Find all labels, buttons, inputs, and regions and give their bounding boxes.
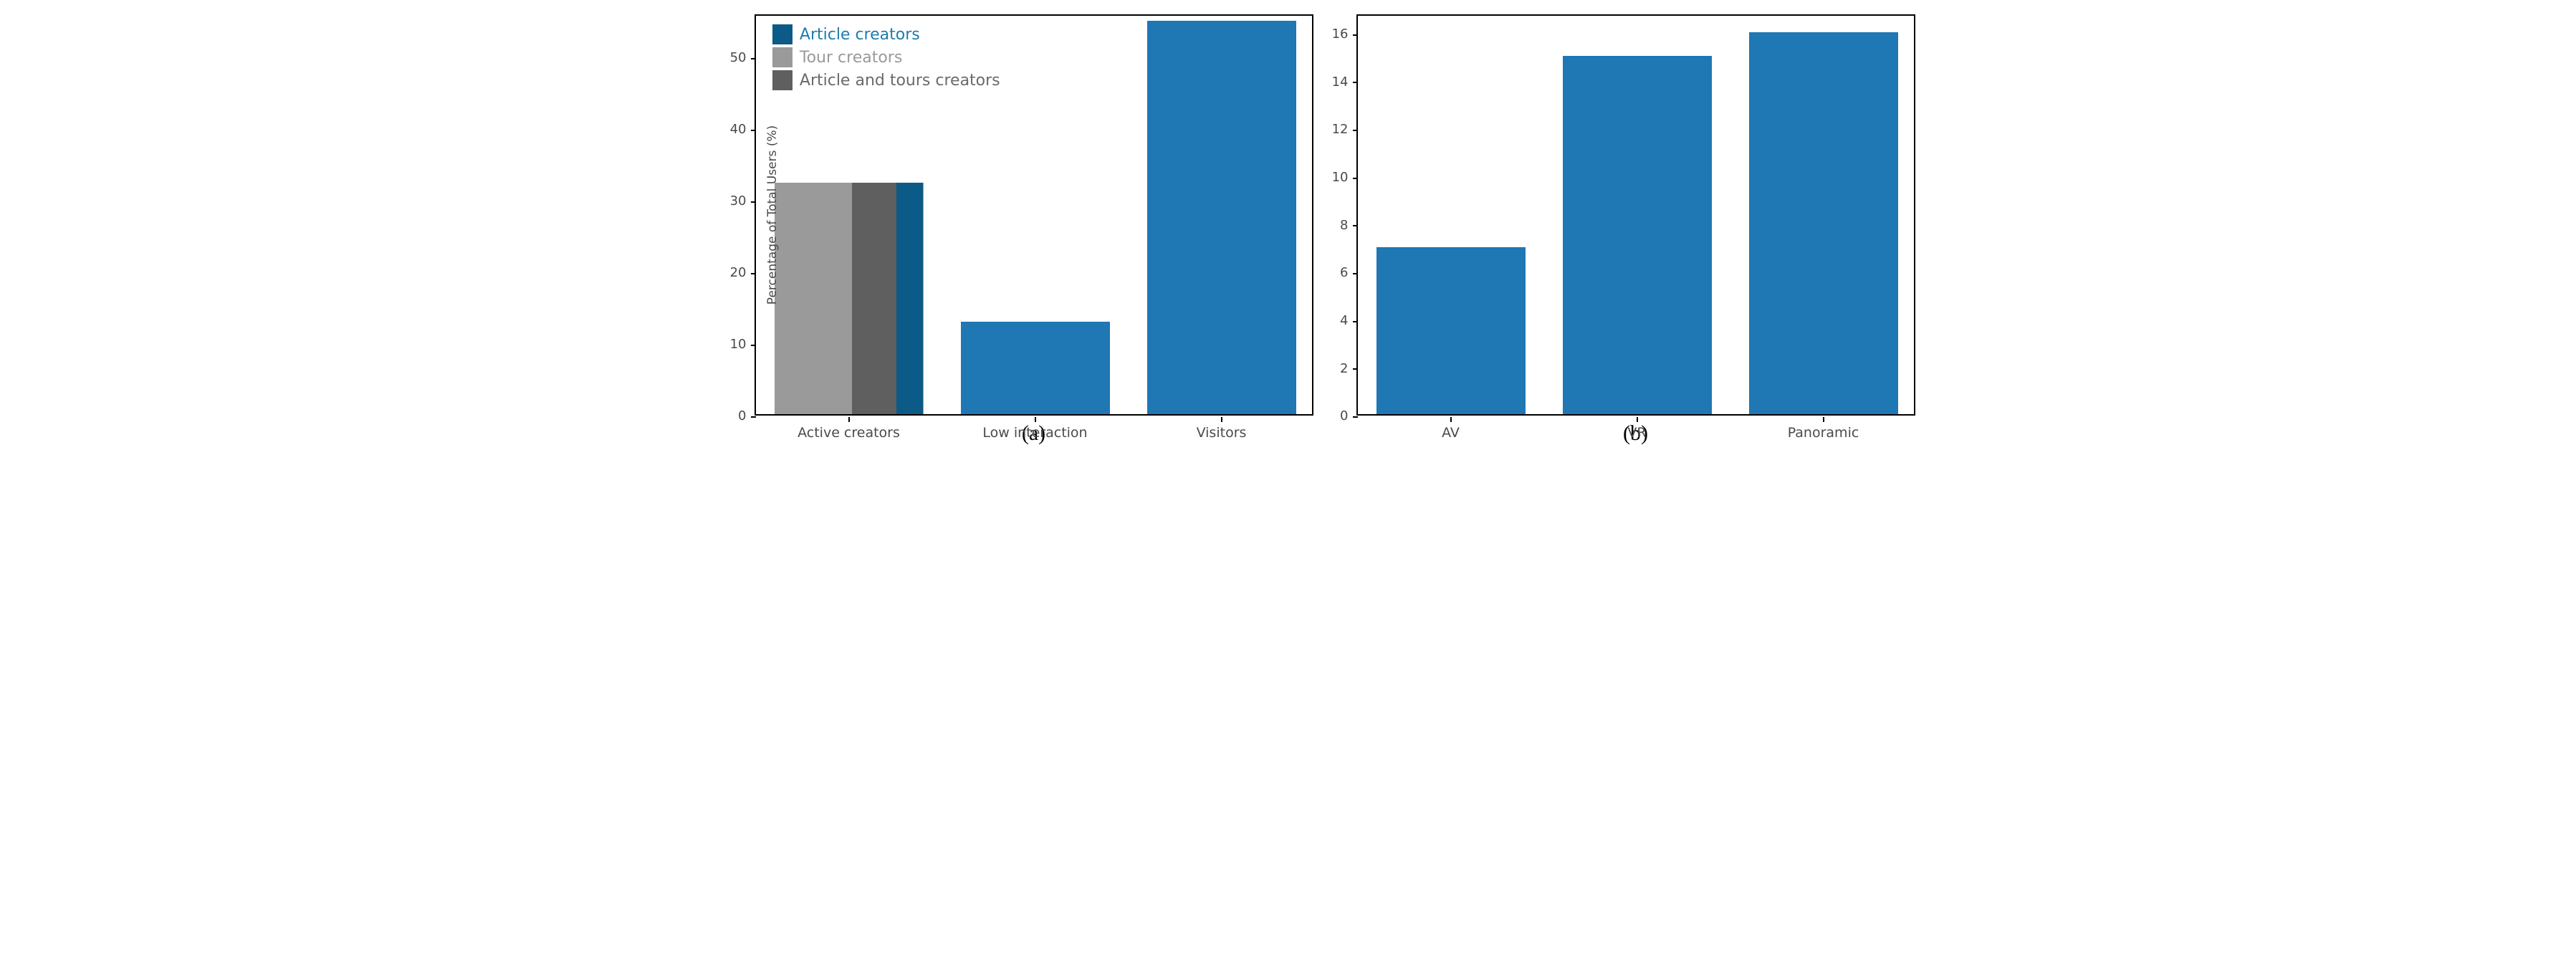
ytick-label: 14 <box>1313 75 1349 90</box>
ytick-mark <box>751 201 756 203</box>
legend-item: Tour creators <box>772 47 1000 67</box>
xtick-label: Panoramic <box>1738 425 1910 441</box>
ytick-mark <box>751 58 756 59</box>
xtick-label: Active creators <box>763 425 935 441</box>
ytick-mark <box>751 416 756 418</box>
ytick-label: 12 <box>1313 122 1349 137</box>
ytick-mark <box>1353 130 1358 131</box>
plot-a-legend: Article creators Tour creators Article and… <box>772 21 1000 93</box>
xtick-mark <box>1823 417 1824 422</box>
plot-a-box: 01020304050Active creatorsLow interactio… <box>755 14 1313 416</box>
low-interaction-bar <box>961 322 1110 414</box>
ytick-label: 2 <box>1313 361 1349 376</box>
article-creators-segment <box>896 183 923 414</box>
xtick-mark <box>848 417 850 422</box>
plot-a-ylabel: Percentage of Total Users (%) <box>765 125 780 305</box>
ytick-label: 6 <box>1313 265 1349 280</box>
legend-item: Article and tours creators <box>772 70 1000 90</box>
bar <box>1376 247 1526 414</box>
figure-row: 01020304050Active creatorsLow interactio… <box>14 14 2562 460</box>
panel-a: 01020304050Active creatorsLow interactio… <box>755 14 1313 446</box>
legend-label: Tour creators <box>800 49 902 67</box>
legend-swatch <box>772 24 793 44</box>
ytick-mark <box>1353 321 1358 322</box>
ytick-mark <box>1353 225 1358 226</box>
xtick-label: AV <box>1365 425 1537 441</box>
ytick-label: 0 <box>1313 408 1349 423</box>
ytick-label: 50 <box>711 50 747 65</box>
ytick-mark <box>751 345 756 346</box>
ytick-label: 20 <box>711 265 747 280</box>
ytick-mark <box>1353 82 1358 83</box>
legend-label: Article creators <box>800 26 920 44</box>
bar <box>1563 56 1712 414</box>
xtick-mark <box>1221 417 1222 422</box>
legend-swatch <box>772 47 793 67</box>
ytick-mark <box>751 130 756 131</box>
ytick-mark <box>1353 34 1358 36</box>
ytick-label: 16 <box>1313 27 1349 42</box>
ytick-label: 40 <box>711 122 747 137</box>
article-and-tours-segment <box>852 183 901 414</box>
plot-b-box: 0246810121416AVVRPanoramic <box>1356 14 1915 416</box>
panel-b: 0246810121416AVVRPanoramic (b) <box>1356 14 1915 446</box>
plot-b-area <box>1358 16 1914 414</box>
ytick-mark <box>1353 273 1358 274</box>
ytick-label: 8 <box>1313 218 1349 233</box>
legend-item: Article creators <box>772 24 1000 44</box>
xtick-label: VR <box>1551 425 1723 441</box>
xtick-mark <box>1450 417 1452 422</box>
ytick-label: 10 <box>1313 170 1349 185</box>
xtick-label: Visitors <box>1136 425 1308 441</box>
legend-swatch <box>772 70 793 90</box>
legend-label: Article and tours creators <box>800 72 1000 90</box>
ytick-label: 4 <box>1313 313 1349 328</box>
ytick-mark <box>1353 416 1358 418</box>
ytick-label: 30 <box>711 193 747 209</box>
ytick-mark <box>1353 178 1358 179</box>
ytick-label: 10 <box>711 337 747 352</box>
xtick-mark <box>1637 417 1638 422</box>
xtick-mark <box>1035 417 1036 422</box>
ytick-mark <box>1353 368 1358 370</box>
bar <box>1749 32 1898 414</box>
ytick-label: 0 <box>711 408 747 423</box>
ytick-mark <box>751 273 756 274</box>
visitors-bar <box>1147 21 1296 414</box>
xtick-label: Low interaction <box>949 425 1121 441</box>
